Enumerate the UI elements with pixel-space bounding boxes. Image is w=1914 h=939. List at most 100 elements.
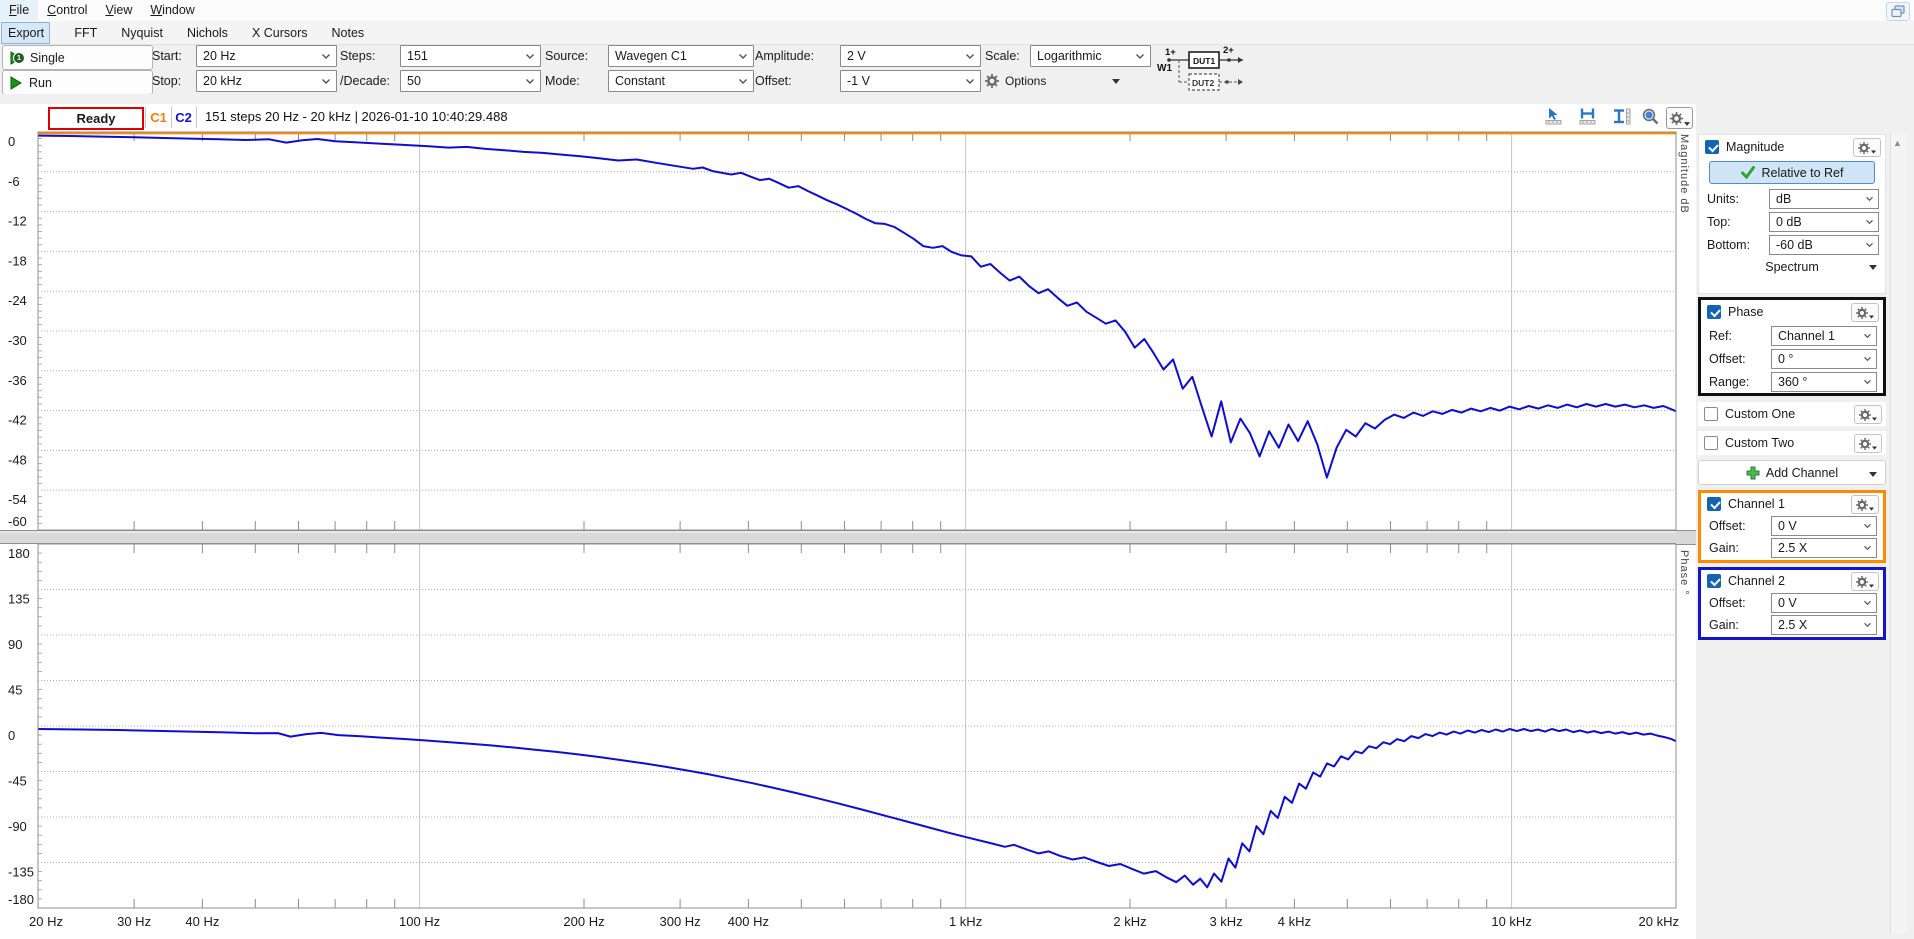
bottom-select[interactable]: -60 dB (1769, 234, 1879, 255)
magnitude-panel-title: Magnitude (1726, 140, 1785, 154)
run-button[interactable]: Run (2, 70, 153, 95)
units-select[interactable]: dB (1769, 188, 1879, 209)
amplitude-value: 2 V (847, 49, 866, 63)
gear-icon (1856, 576, 1868, 588)
channel2-checkbox[interactable] (1707, 574, 1721, 588)
stop-select[interactable]: 20 kHz (196, 70, 337, 92)
y-axis-label: -54 (8, 492, 27, 507)
stop-label: Stop: (152, 74, 182, 88)
scale-value: Logarithmic (1037, 49, 1102, 63)
y-axis-label: 0 (8, 728, 15, 743)
scale-select[interactable]: Logarithmic (1030, 45, 1151, 67)
custom-two-gear-button[interactable] (1854, 434, 1882, 453)
add-channel-button[interactable]: Add Channel (1698, 460, 1886, 485)
scroll-up-icon: ▲ (1893, 138, 1902, 148)
offset-label: Offset: (755, 74, 792, 88)
x-axis-label: 20 Hz (29, 914, 63, 929)
custom-one-gear-button[interactable] (1854, 405, 1882, 424)
menu-file[interactable]: File (0, 0, 39, 21)
phase-checkbox[interactable] (1707, 305, 1721, 319)
single-play-icon: 1 (10, 51, 25, 65)
spectrum-expander[interactable]: Spectrum (1699, 256, 1885, 277)
menu-view[interactable]: View (105, 3, 133, 17)
tab-export[interactable]: Export (1, 21, 51, 44)
channel2-offset-select[interactable]: 0 V (1771, 593, 1877, 613)
channel1-gear-button[interactable] (1851, 495, 1879, 514)
mode-select[interactable]: Constant (608, 70, 754, 92)
channel2-offset-label: Offset: (1709, 596, 1746, 610)
phase-offset-value: 0 ° (1778, 351, 1794, 366)
menu-control[interactable]: Control (47, 3, 88, 17)
gear-icon (1856, 499, 1868, 511)
relative-to-ref-button[interactable]: Relative to Ref (1709, 161, 1875, 184)
amplitude-select[interactable]: 2 V (840, 45, 981, 67)
offset-value: -1 V (847, 74, 870, 88)
channel1-badge[interactable]: C1 (145, 107, 172, 128)
top-label: Top: (1707, 214, 1731, 229)
chevron-down-icon (738, 53, 748, 60)
sidebar-scrollbar[interactable]: ▲ (1890, 134, 1906, 934)
range-select[interactable]: 360 ° (1771, 371, 1877, 392)
channel1-gain-select[interactable]: 2.5 X (1771, 538, 1877, 558)
caret-down-icon (1872, 446, 1877, 450)
run-play-icon (10, 76, 22, 90)
per-decade-select[interactable]: 50 (400, 70, 541, 92)
y-axis-label: -135 (8, 865, 34, 880)
channel2-panel: Channel 2 Offset: 0 V Gain: 2.5 X (1698, 567, 1886, 640)
options-button[interactable]: Options (985, 70, 1145, 92)
phase-gear-button[interactable] (1851, 303, 1879, 322)
x-axis-label: 10 kHz (1491, 914, 1531, 929)
y-axis-label: -24 (8, 293, 27, 308)
x-axis-label: 3 kHz (1209, 914, 1242, 929)
channel2-gain-select[interactable]: 2.5 X (1771, 615, 1877, 635)
phase-offset-select[interactable]: 0 ° (1771, 348, 1877, 369)
chevron-down-icon (1863, 523, 1872, 529)
custom-two-checkbox[interactable] (1704, 436, 1718, 450)
vertical-cursor-icon[interactable] (1613, 108, 1633, 126)
caret-down-icon (1869, 265, 1877, 270)
chevron-down-icon (738, 78, 748, 85)
mode-label: Mode: (545, 74, 580, 88)
tab-nichols[interactable]: Nichols (186, 25, 228, 40)
chevron-down-icon (321, 78, 331, 85)
menu-bar: File Control View Window (0, 0, 1914, 22)
channel2-badge[interactable]: C2 (171, 107, 197, 128)
restore-window-icon[interactable] (1886, 2, 1910, 21)
tab-nyquist[interactable]: Nyquist (121, 25, 163, 40)
custom-two-panel: Custom Two (1698, 431, 1886, 455)
custom-one-label: Custom One (1725, 407, 1796, 421)
channel1-offset-value: 0 V (1778, 519, 1797, 533)
gear-icon (1859, 438, 1871, 450)
caret-down-icon (1872, 417, 1877, 421)
channel2-gain-value: 2.5 X (1778, 618, 1808, 632)
plot-splitter[interactable] (0, 530, 1696, 544)
magnitude-gear-button[interactable] (1853, 138, 1881, 157)
x-axis-label: 300 Hz (659, 914, 700, 929)
sweep-info-text: 151 steps 20 Hz - 20 kHz | 2026-01-10 10… (205, 109, 508, 124)
menu-window[interactable]: Window (150, 3, 195, 17)
splitter-stub (1676, 530, 1696, 545)
tab-fft[interactable]: FFT (74, 25, 98, 40)
bottom-value: -60 dB (1776, 237, 1813, 252)
channel1-offset-select[interactable]: 0 V (1771, 516, 1877, 536)
start-select[interactable]: 20 Hz (196, 45, 337, 67)
pointer-cursor-icon[interactable] (1545, 108, 1565, 126)
steps-select[interactable]: 151 (400, 45, 541, 67)
tab-x-cursors[interactable]: X Cursors (251, 25, 308, 40)
tab-notes[interactable]: Notes (331, 25, 365, 40)
source-select[interactable]: Wavegen C1 (608, 45, 754, 67)
channel2-gear-button[interactable] (1851, 572, 1879, 591)
status-bar: Ready C1 C2 151 steps 20 Hz - 20 kHz | 2… (0, 104, 1696, 130)
channel1-checkbox[interactable] (1707, 497, 1721, 511)
bode-plot-area[interactable]: 0 -6 -12 -18 -24 -30 -36 -42 -48 -54 -60 180 135 90 45… (0, 130, 1696, 939)
ref-select[interactable]: Channel 1 (1771, 325, 1877, 346)
single-button[interactable]: 1 Single (2, 45, 153, 70)
offset-select[interactable]: -1 V (840, 70, 981, 92)
top-select[interactable]: 0 dB (1769, 211, 1879, 232)
plot-settings-gear-button[interactable] (1666, 107, 1693, 129)
x-axis-label: 100 Hz (399, 914, 440, 929)
custom-one-checkbox[interactable] (1704, 407, 1718, 421)
horizontal-cursor-icon[interactable] (1579, 108, 1599, 126)
magnitude-checkbox[interactable] (1705, 140, 1719, 154)
zoom-icon[interactable] (1642, 108, 1662, 126)
